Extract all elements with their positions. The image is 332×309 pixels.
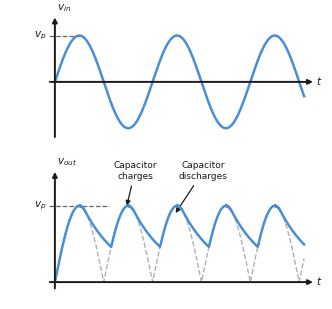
Text: $v_p$: $v_p$ [34, 200, 46, 212]
Text: Capacitor
discharges: Capacitor discharges [176, 161, 228, 212]
Text: $v_p$: $v_p$ [34, 29, 46, 42]
Text: t: t [317, 77, 321, 87]
Text: Capacitor
charges: Capacitor charges [113, 161, 157, 204]
Text: t: t [317, 277, 321, 287]
Text: $v_{out}$: $v_{out}$ [57, 156, 77, 167]
Text: $v_{in}$: $v_{in}$ [57, 2, 71, 14]
